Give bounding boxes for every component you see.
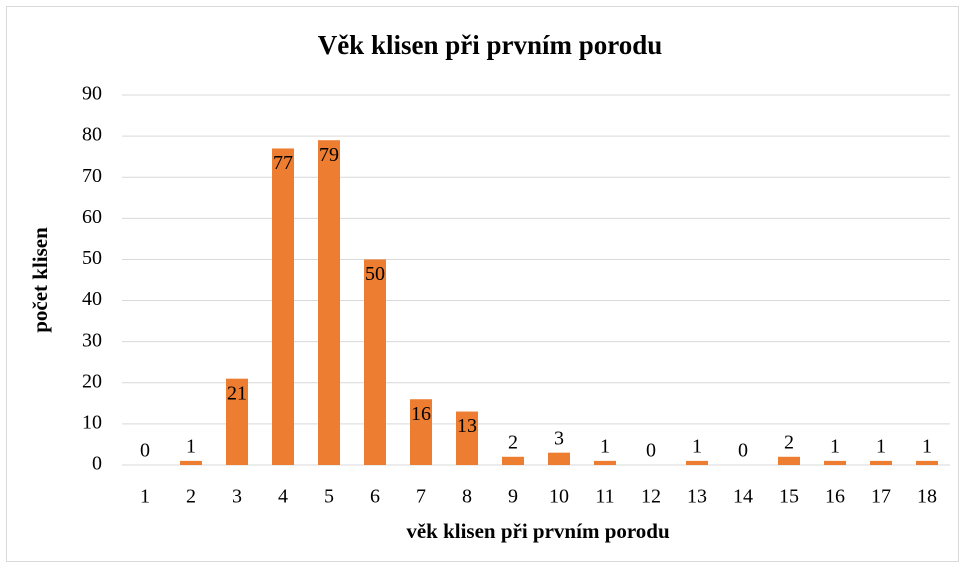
y-tick-label: 80 xyxy=(82,124,102,146)
x-tick-label: 10 xyxy=(549,486,569,508)
data-label: 2 xyxy=(784,431,794,453)
data-label: 50 xyxy=(365,263,385,285)
x-tick-label: 3 xyxy=(232,486,242,508)
bar xyxy=(686,460,708,465)
x-tick-label: 13 xyxy=(687,486,707,508)
bar xyxy=(870,460,892,465)
x-axis-title: věk klisen při prvním porodu xyxy=(406,519,670,543)
y-tick-label: 50 xyxy=(82,247,102,269)
data-label: 0 xyxy=(140,440,150,462)
y-tick-label: 10 xyxy=(82,411,102,433)
x-tick-label: 7 xyxy=(416,486,426,508)
x-tick-label: 9 xyxy=(508,486,518,508)
data-label: 1 xyxy=(922,435,932,457)
data-label: 16 xyxy=(411,403,431,425)
x-tick-label: 11 xyxy=(595,486,614,508)
y-tick-label: 0 xyxy=(92,453,102,475)
data-label: 2 xyxy=(508,431,518,453)
chart-title: Věk klisen při prvním porodu xyxy=(318,30,663,60)
data-label: 13 xyxy=(457,415,477,437)
x-tick-label: 8 xyxy=(462,486,472,508)
data-label: 21 xyxy=(227,382,247,404)
bar xyxy=(594,460,616,465)
bar xyxy=(916,460,938,465)
y-tick-label: 30 xyxy=(82,329,102,351)
bar xyxy=(824,460,846,465)
data-label: 1 xyxy=(830,435,840,457)
x-tick-label: 6 xyxy=(370,486,380,508)
x-tick-label: 14 xyxy=(733,486,753,508)
y-tick-label: 20 xyxy=(82,370,102,392)
data-label: 77 xyxy=(273,152,293,174)
y-tick-label: 70 xyxy=(82,165,102,187)
x-tick-label: 17 xyxy=(871,486,891,508)
y-axis-title: počet klisen xyxy=(28,227,52,333)
x-tick-label: 2 xyxy=(186,486,196,508)
chart-border xyxy=(6,6,959,562)
bar xyxy=(226,378,248,465)
x-tick-label: 16 xyxy=(825,486,845,508)
bar xyxy=(456,411,478,465)
bar xyxy=(410,399,432,465)
x-tick-label: 18 xyxy=(917,486,937,508)
x-tick-label: 12 xyxy=(641,486,661,508)
data-label: 1 xyxy=(600,435,610,457)
bar xyxy=(272,148,294,465)
bar xyxy=(180,460,202,465)
bar xyxy=(502,456,524,465)
data-label: 1 xyxy=(186,435,196,457)
data-label: 0 xyxy=(646,440,656,462)
data-label: 1 xyxy=(876,435,886,457)
y-tick-label: 60 xyxy=(82,206,102,228)
y-tick-label: 90 xyxy=(82,83,102,105)
data-label: 0 xyxy=(738,440,748,462)
bar xyxy=(778,456,800,465)
x-tick-label: 5 xyxy=(324,486,334,508)
y-tick-label: 40 xyxy=(82,288,102,310)
x-tick-label: 1 xyxy=(140,486,150,508)
data-label: 79 xyxy=(319,144,339,166)
x-tick-label: 4 xyxy=(278,486,288,508)
x-tick-label: 15 xyxy=(779,486,799,508)
bar xyxy=(364,259,386,465)
data-label: 3 xyxy=(554,427,564,449)
data-label: 1 xyxy=(692,435,702,457)
bar xyxy=(318,140,340,465)
bar xyxy=(548,452,570,465)
